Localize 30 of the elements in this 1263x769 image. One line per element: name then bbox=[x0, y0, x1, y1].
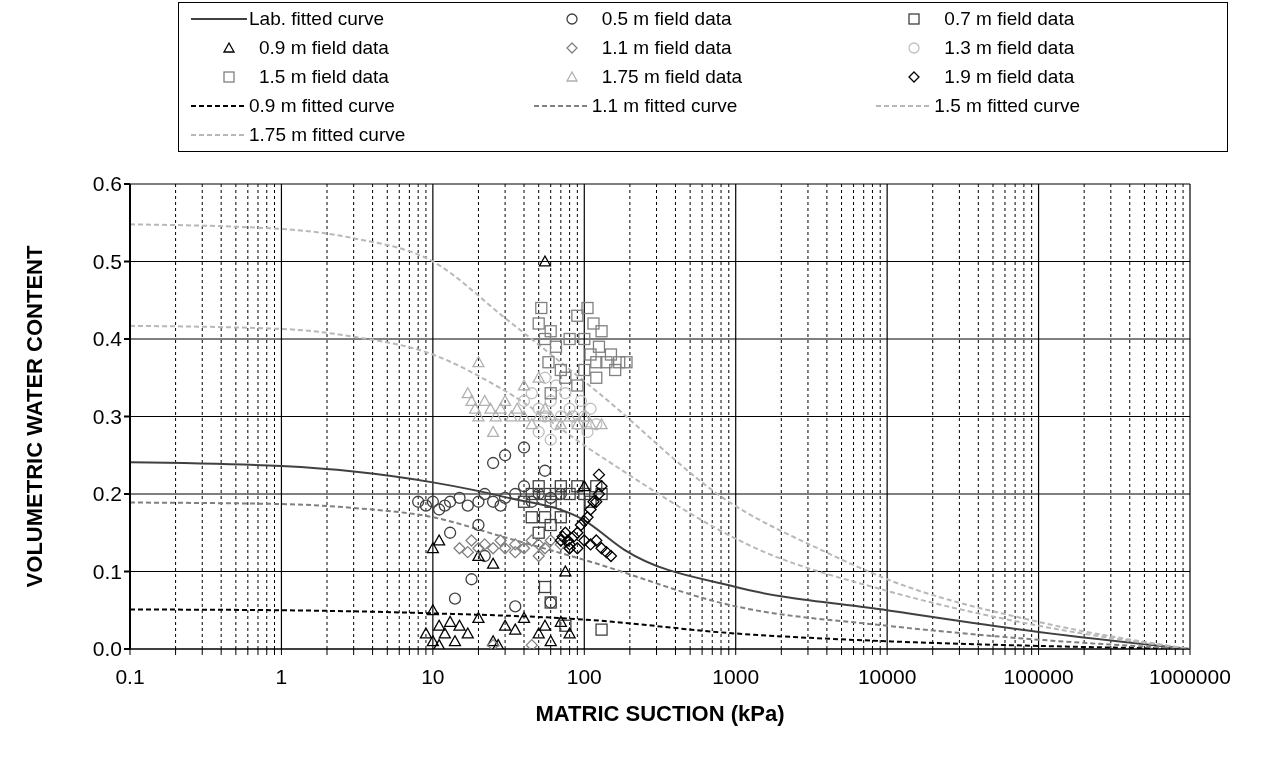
legend-label: 1.9 m field data bbox=[944, 66, 1075, 88]
legend-label: 0.9 m field data bbox=[259, 37, 389, 59]
legend-label: 1.3 m field data bbox=[944, 37, 1075, 59]
y-tick-label: 0.2 bbox=[92, 482, 122, 506]
legend-label: 1.75 m field data bbox=[601, 66, 743, 88]
y-tick-label: 0.4 bbox=[92, 327, 123, 351]
y-axis-title: VOLUMETRIC WATER CONTENT bbox=[21, 245, 47, 588]
legend-label: 1.75 m fitted curve bbox=[249, 124, 406, 146]
legend-label: 1.5 m fitted curve bbox=[934, 95, 1081, 117]
legend-label: 1.5 m field data bbox=[259, 66, 389, 88]
x-axis-title: MATRIC SUCTION (kPa) bbox=[535, 701, 785, 726]
legend-label: Lab. fitted curve bbox=[249, 8, 385, 30]
y-tick-label: 0.1 bbox=[92, 559, 122, 583]
legend-label: 0.7 m field data bbox=[944, 8, 1075, 30]
legend-label: 1.1 m fitted curve bbox=[591, 95, 738, 117]
x-tick-label: 1000 bbox=[712, 664, 760, 688]
y-tick-label: 0.6 bbox=[92, 172, 122, 196]
x-tick-label: 100000 bbox=[1003, 664, 1074, 688]
x-tick-label: 1000000 bbox=[1149, 664, 1231, 688]
y-tick-label: 0.0 bbox=[92, 637, 122, 661]
legend-label: 1.1 m field data bbox=[601, 37, 732, 59]
x-tick-label: 1 bbox=[275, 664, 288, 688]
x-tick-label: 0.1 bbox=[115, 664, 145, 688]
x-tick-label: 100 bbox=[566, 664, 602, 688]
x-tick-label: 10 bbox=[421, 664, 445, 688]
legend-label: 0.5 m field data bbox=[601, 8, 732, 30]
x-tick-label: 10000 bbox=[857, 664, 917, 688]
y-tick-label: 0.3 bbox=[92, 404, 122, 428]
legend-label: 0.9 m fitted curve bbox=[249, 95, 395, 117]
y-tick-label: 0.5 bbox=[92, 249, 122, 273]
